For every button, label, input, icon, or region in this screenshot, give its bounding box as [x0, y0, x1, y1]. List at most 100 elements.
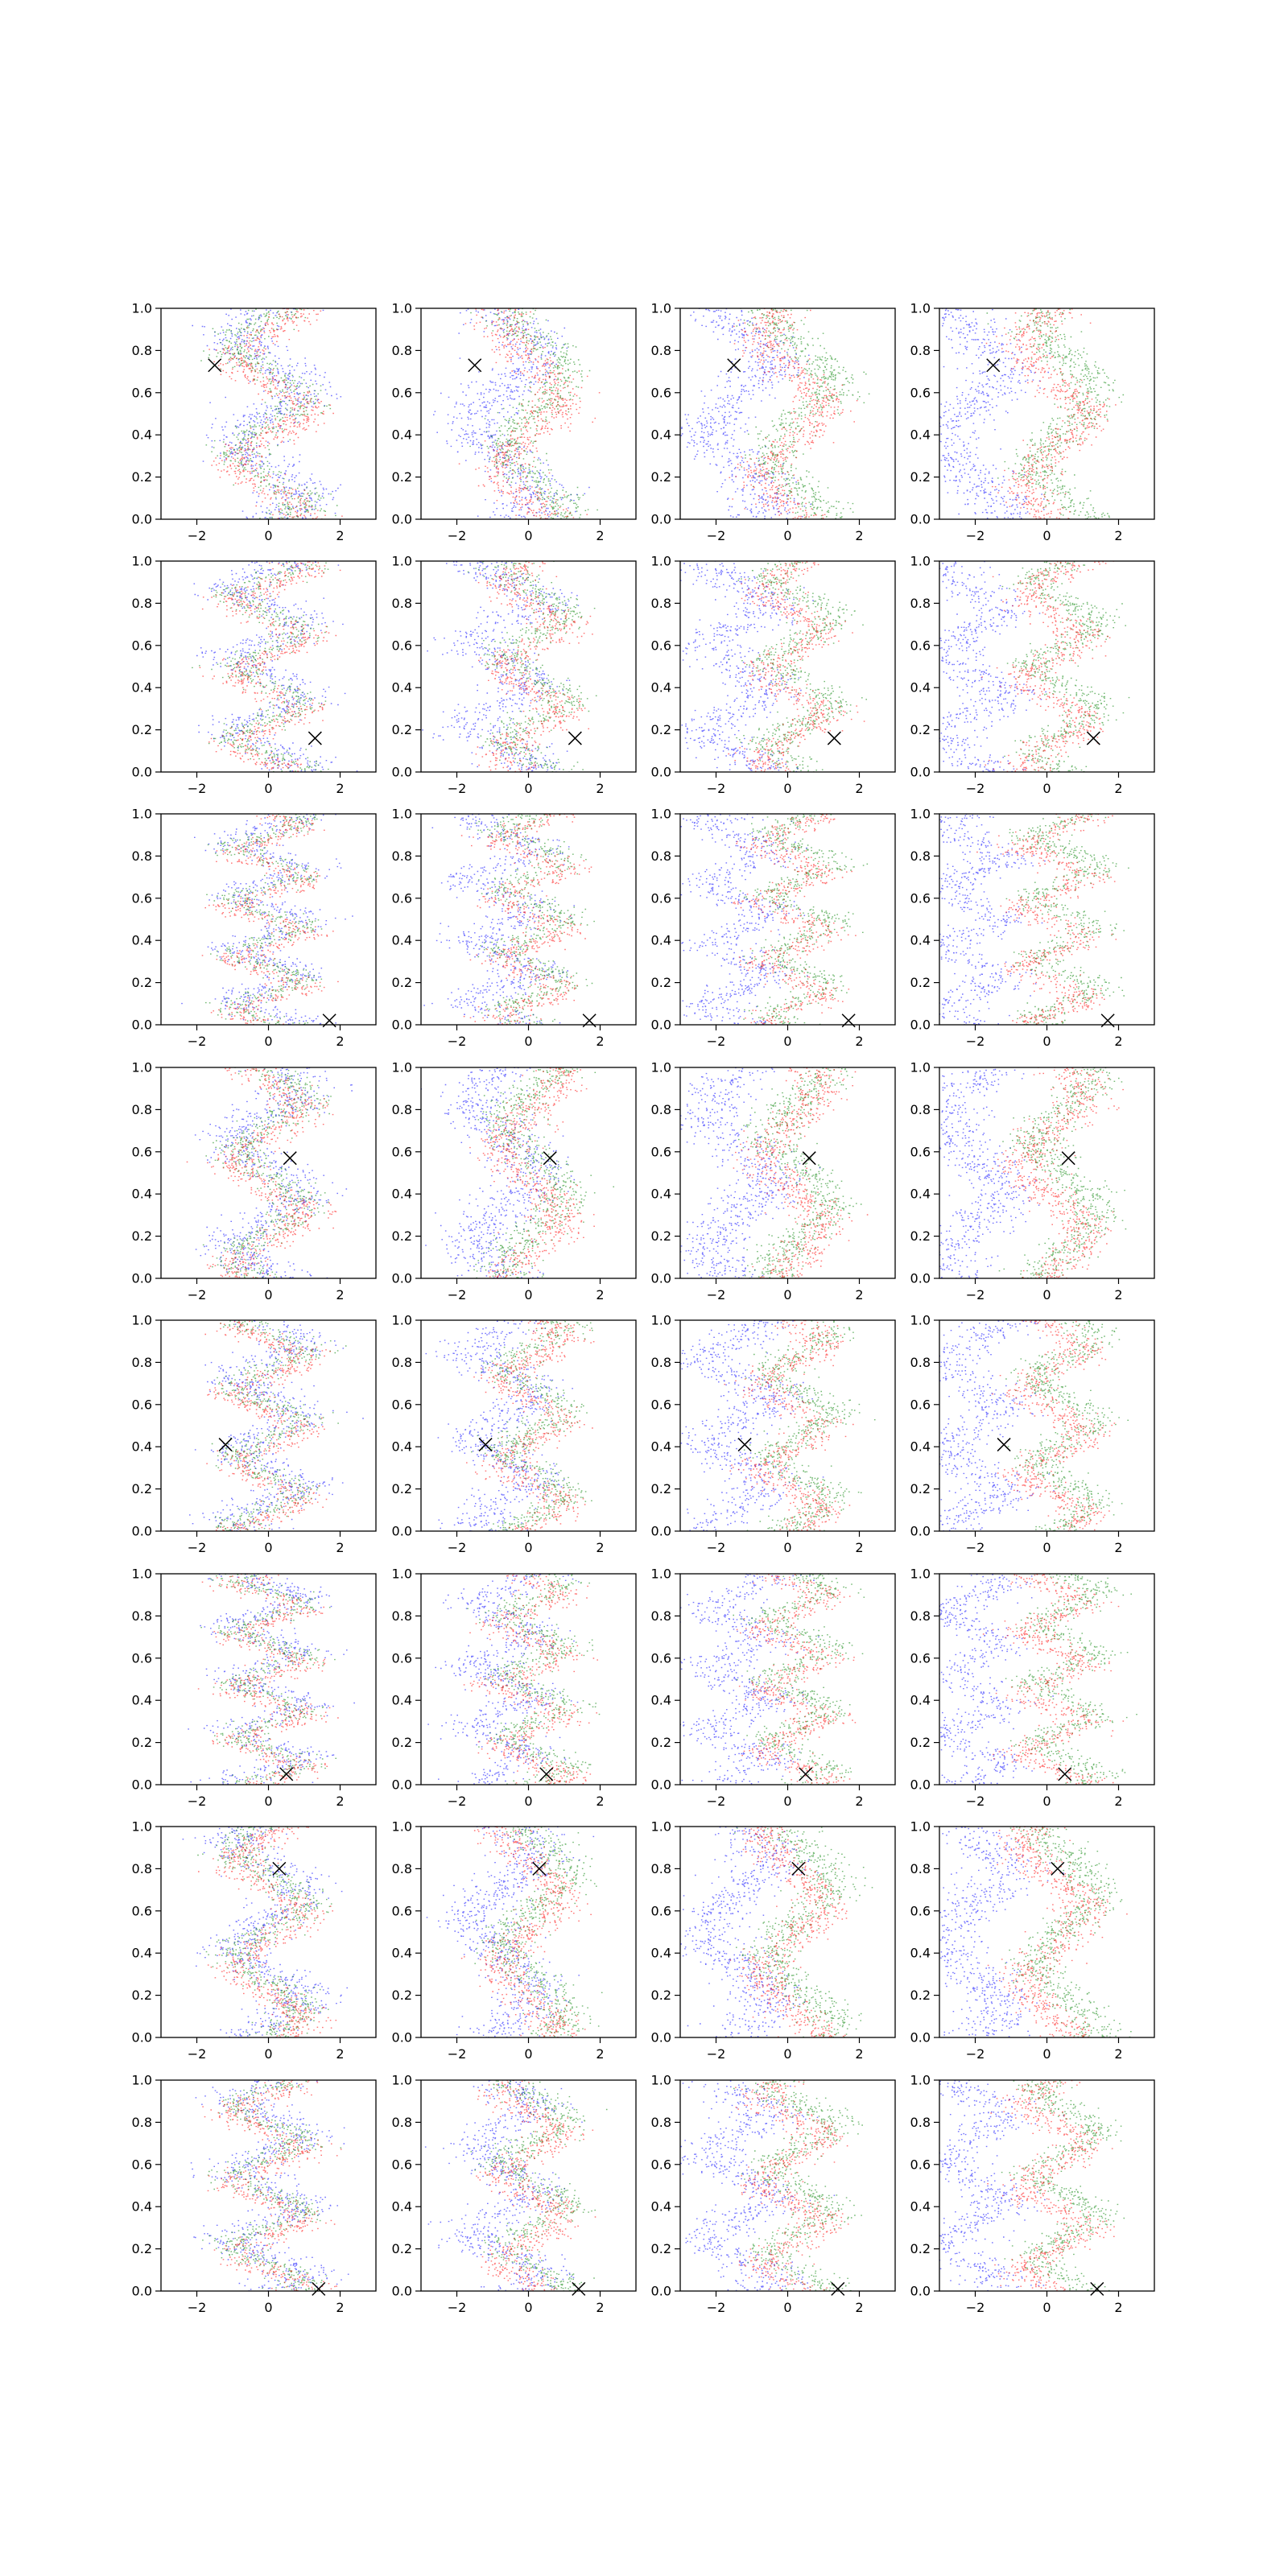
x-tick-label: 2 [1114, 2300, 1122, 2315]
series-green [467, 561, 597, 772]
scatter-points [423, 814, 595, 1025]
y-tick-label: 0.8 [132, 848, 152, 864]
x-tick-label: 0 [783, 528, 791, 543]
y-tick-label: 0.4 [392, 1946, 412, 1961]
series-green [998, 1067, 1127, 1278]
y-tick-label: 1.0 [910, 1567, 931, 1582]
y-tick-label: 1.0 [392, 1567, 412, 1582]
series-red [733, 814, 857, 1025]
y-tick-label: 0.4 [910, 427, 931, 443]
x-tick-label: 0 [264, 1034, 272, 1049]
scatter-points [680, 2080, 863, 2291]
x-tick-label: 0 [1042, 2300, 1051, 2315]
x-tick-label: 2 [596, 1540, 604, 1555]
scatter-points [424, 2080, 608, 2291]
y-tick-label: 0.8 [392, 1608, 412, 1624]
x-tick-label: 2 [1114, 528, 1122, 543]
x-tick-label: 0 [783, 1034, 791, 1049]
y-tick-label: 0.4 [910, 1187, 931, 1202]
x-tick-label: 2 [855, 1540, 863, 1555]
y-tick-label: 0.2 [651, 1735, 671, 1750]
y-tick-label: 0.6 [132, 890, 152, 906]
y-tick-label: 0.8 [651, 343, 671, 358]
y-tick-label: 0.8 [651, 2115, 671, 2130]
scatter-points [433, 308, 601, 519]
x-tick-label: 0 [264, 781, 272, 796]
panel-r3-c4: −2 0 2 0.0 0.2 0.4 0.6 0.8 1.0 [910, 807, 1155, 1049]
x-tick-label: 0 [524, 528, 532, 543]
panel-r2-c3: −2 0 2 0.0 0.2 0.4 0.6 0.8 1.0 [651, 554, 896, 796]
x-marker [283, 1151, 297, 1166]
y-tick-label: 0.8 [651, 1608, 671, 1624]
scatter-points [181, 814, 353, 1025]
x-tick-label: −2 [448, 1287, 467, 1302]
y-tick-label: 0.4 [651, 1693, 671, 1708]
y-tick-label: 0.4 [392, 2199, 412, 2215]
y-tick-label: 0.6 [910, 1397, 931, 1412]
axes-frame [160, 1826, 377, 2038]
y-tick-label: 0.6 [132, 1903, 152, 1918]
series-red [976, 814, 1117, 1025]
y-tick-label: 0.4 [392, 427, 412, 443]
series-blue [939, 1827, 1064, 2037]
y-tick-label: 0.2 [392, 2241, 412, 2256]
y-tick-label: 0.0 [910, 2284, 931, 2299]
series-red [735, 2080, 849, 2291]
scatter-points [939, 1320, 1129, 1531]
x-marker [727, 358, 741, 373]
y-tick-label: 0.4 [910, 2199, 931, 2215]
y-tick-label: 0.4 [132, 2199, 152, 2215]
panel-r2-c4: −2 0 2 0.0 0.2 0.4 0.6 0.8 1.0 [910, 554, 1155, 796]
y-tick-label: 0.8 [392, 1861, 412, 1876]
y-tick-label: 0.8 [910, 1102, 931, 1117]
y-tick-label: 1.0 [910, 1819, 931, 1835]
series-blue [181, 814, 353, 1025]
y-tick-label: 0.6 [392, 1650, 412, 1666]
x-tick-label: −2 [448, 781, 467, 796]
y-tick-label: 0.0 [132, 2284, 152, 2299]
axes-frame [679, 1573, 896, 1785]
axes-frame [939, 1573, 1155, 1785]
axes-frame [420, 813, 637, 1026]
series-blue [421, 1067, 576, 1278]
y-tick-label: 0.8 [132, 1608, 152, 1624]
y-tick-label: 0.0 [132, 2030, 152, 2046]
x-marker [986, 358, 1001, 373]
series-red [460, 1827, 592, 2037]
y-tick-label: 0.4 [910, 1439, 931, 1455]
axes-frame [160, 1067, 377, 1279]
x-tick-label: 0 [1042, 528, 1051, 543]
series-red [733, 1067, 869, 1278]
y-tick-label: 0.0 [132, 512, 152, 527]
x-tick-label: 2 [855, 1794, 863, 1809]
x-tick-label: 2 [1114, 1287, 1122, 1302]
x-tick-label: 0 [1042, 1287, 1051, 1302]
y-tick-label: 0.4 [132, 680, 152, 696]
x-tick-label: 2 [336, 1034, 344, 1049]
axes-frame [160, 2079, 377, 2292]
y-tick-label: 0.2 [651, 1481, 671, 1496]
axes-frame [679, 308, 896, 520]
x-marker [543, 1151, 557, 1166]
y-tick-label: 0.0 [132, 765, 152, 780]
series-green [738, 1067, 862, 1278]
y-tick-label: 0.0 [132, 1271, 152, 1286]
series-green [471, 1320, 593, 1531]
x-tick-label: −2 [966, 781, 985, 796]
y-tick-label: 0.6 [651, 1903, 671, 1918]
series-red [724, 1320, 854, 1531]
y-tick-label: 0.4 [132, 933, 152, 948]
x-marker [1090, 2281, 1104, 2296]
y-tick-label: 0.0 [392, 1271, 412, 1286]
series-blue [680, 1320, 824, 1531]
y-tick-label: 0.4 [392, 680, 412, 696]
y-tick-label: 0.2 [392, 1735, 412, 1750]
series-green [211, 1320, 347, 1531]
x-tick-label: 2 [855, 2046, 863, 2062]
series-red [466, 1320, 595, 1531]
y-tick-label: 0.6 [651, 2157, 671, 2172]
y-tick-label: 0.2 [392, 469, 412, 485]
panel-r4-c4: −2 0 2 0.0 0.2 0.4 0.6 0.8 1.0 [910, 1060, 1155, 1302]
series-red [728, 561, 865, 772]
y-tick-label: 0.2 [651, 469, 671, 485]
